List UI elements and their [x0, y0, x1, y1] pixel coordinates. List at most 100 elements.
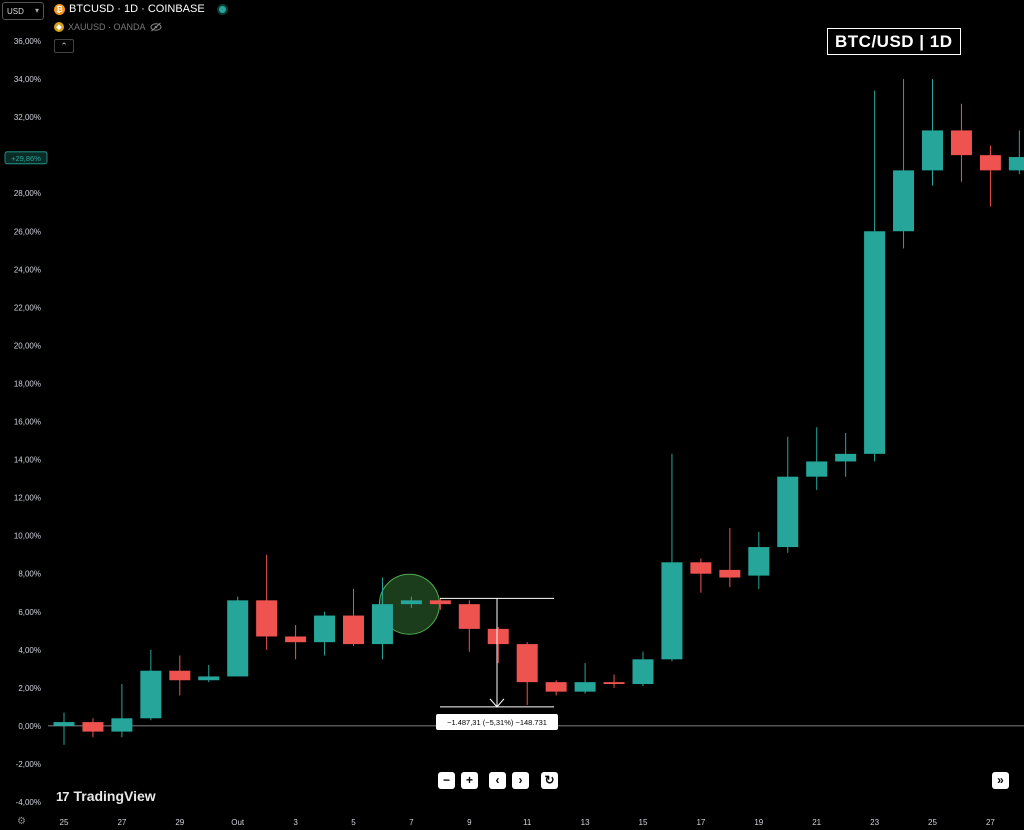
y-tick-label: 14,00%	[14, 456, 41, 465]
y-tick-label: 0,00%	[18, 722, 41, 731]
candle-body	[690, 562, 712, 574]
zoom-in-button[interactable]: +	[461, 772, 478, 789]
candle-body	[835, 453, 857, 462]
candle-body	[661, 562, 683, 660]
x-tick-label: 19	[754, 818, 763, 827]
last-price-label: +29,86%	[11, 154, 41, 163]
y-tick-label: 16,00%	[14, 418, 41, 427]
y-tick-label: 26,00%	[14, 227, 41, 236]
x-tick-label: Out	[231, 818, 245, 827]
candle-body	[285, 636, 307, 643]
currency-value: USD	[7, 7, 24, 16]
scroll-forward-button[interactable]: ›	[512, 772, 529, 789]
candle-body	[314, 615, 336, 643]
scroll-to-end-button[interactable]: »	[992, 772, 1009, 789]
chart-title-box: BTC/USD | 1D	[827, 28, 961, 55]
tradingview-logo[interactable]: 17 TradingView	[56, 788, 156, 804]
chevron-down-icon: ▾	[34, 6, 39, 15]
y-tick-label: 24,00%	[14, 265, 41, 274]
y-tick-label: 34,00%	[14, 75, 41, 84]
candle-body	[777, 476, 799, 548]
x-tick-label: 13	[581, 818, 590, 827]
candle-body	[1008, 157, 1024, 171]
symbol-label: BTCUSD · 1D · COINBASE	[69, 3, 205, 15]
candle-body	[458, 604, 480, 629]
y-tick-label: 18,00%	[14, 379, 41, 388]
candle-body	[893, 170, 915, 232]
y-tick-label: -2,00%	[16, 760, 41, 769]
x-tick-label: 5	[351, 818, 356, 827]
tradingview-wordmark: TradingView	[73, 788, 156, 804]
reset-chart-button[interactable]: ↻	[541, 772, 558, 789]
y-tick-label: 10,00%	[14, 532, 41, 541]
candle-body	[603, 682, 625, 685]
candle-body	[82, 722, 104, 732]
x-tick-label: 25	[928, 818, 937, 827]
candle-body	[516, 644, 538, 683]
currency-select[interactable]: USD ▾	[2, 2, 44, 20]
candle-body	[140, 670, 162, 719]
x-tick-label: 17	[696, 818, 705, 827]
candle-body	[545, 682, 567, 692]
x-tick-label: 9	[467, 818, 472, 827]
y-tick-label: 6,00%	[18, 608, 41, 617]
candle-body	[748, 547, 770, 576]
candle-body	[227, 600, 249, 677]
eye-off-icon[interactable]	[150, 22, 162, 32]
scroll-back-button[interactable]: ‹	[489, 772, 506, 789]
x-tick-label: 27	[986, 818, 995, 827]
last-price-tag	[4, 151, 48, 165]
market-open-icon	[216, 3, 228, 15]
y-tick-label: 22,00%	[14, 303, 41, 312]
zoom-out-button[interactable]: −	[438, 772, 455, 789]
x-tick-label: 15	[639, 818, 648, 827]
chevron-up-icon[interactable]: ⌃	[54, 39, 74, 53]
gold-icon: ◆	[54, 22, 64, 32]
y-tick-label: 4,00%	[18, 646, 41, 655]
candle-body	[950, 130, 972, 156]
candle-body	[719, 569, 741, 578]
compare-symbol-label: XAUUSD · OANDA	[68, 22, 146, 32]
measure-label-box	[436, 714, 558, 730]
candle-body	[806, 461, 828, 477]
gear-icon[interactable]: ⚙	[17, 816, 26, 827]
candle-body	[343, 615, 364, 645]
x-tick-label: 23	[870, 818, 879, 827]
x-tick-label: 7	[409, 818, 414, 827]
candle-body	[632, 659, 654, 685]
y-tick-label: 2,00%	[18, 684, 41, 693]
y-tick-label: 28,00%	[14, 189, 41, 198]
x-tick-label: 11	[523, 818, 532, 827]
symbol-legend[interactable]: ₿ BTCUSD · 1D · COINBASE	[54, 3, 228, 15]
candle-body	[53, 722, 75, 726]
candle-body	[979, 155, 1001, 171]
y-tick-label: 12,00%	[14, 494, 41, 503]
measure-arrow-head	[489, 698, 505, 708]
candle-body	[922, 130, 943, 171]
y-tick-label: 8,00%	[18, 570, 41, 579]
x-tick-label: 29	[175, 818, 184, 827]
y-tick-label: 32,00%	[14, 113, 41, 122]
candle-body	[371, 604, 393, 645]
candle-body	[198, 676, 220, 681]
x-tick-label: 3	[293, 818, 298, 827]
y-tick-label: 20,00%	[14, 341, 41, 350]
y-tick-label: -4,00%	[16, 798, 41, 807]
candle-body	[487, 628, 509, 645]
candle-body	[256, 600, 278, 637]
bitcoin-icon: ₿	[54, 3, 65, 15]
candle-body	[169, 670, 191, 681]
candle-body	[400, 600, 422, 605]
x-tick-label: 25	[60, 818, 69, 827]
candle-body	[864, 231, 886, 454]
y-tick-label: 36,00%	[14, 37, 41, 46]
tradingview-mark-icon: 17	[56, 788, 70, 804]
measure-label: −1.487,31 (−5,31%) −148.731	[447, 718, 547, 727]
x-tick-label: 27	[117, 818, 126, 827]
compare-legend[interactable]: ◆ XAUUSD · OANDA	[54, 22, 162, 32]
candle-body	[111, 718, 133, 732]
candle-body	[429, 600, 451, 605]
candle-body	[574, 682, 596, 692]
x-tick-label: 21	[812, 818, 821, 827]
